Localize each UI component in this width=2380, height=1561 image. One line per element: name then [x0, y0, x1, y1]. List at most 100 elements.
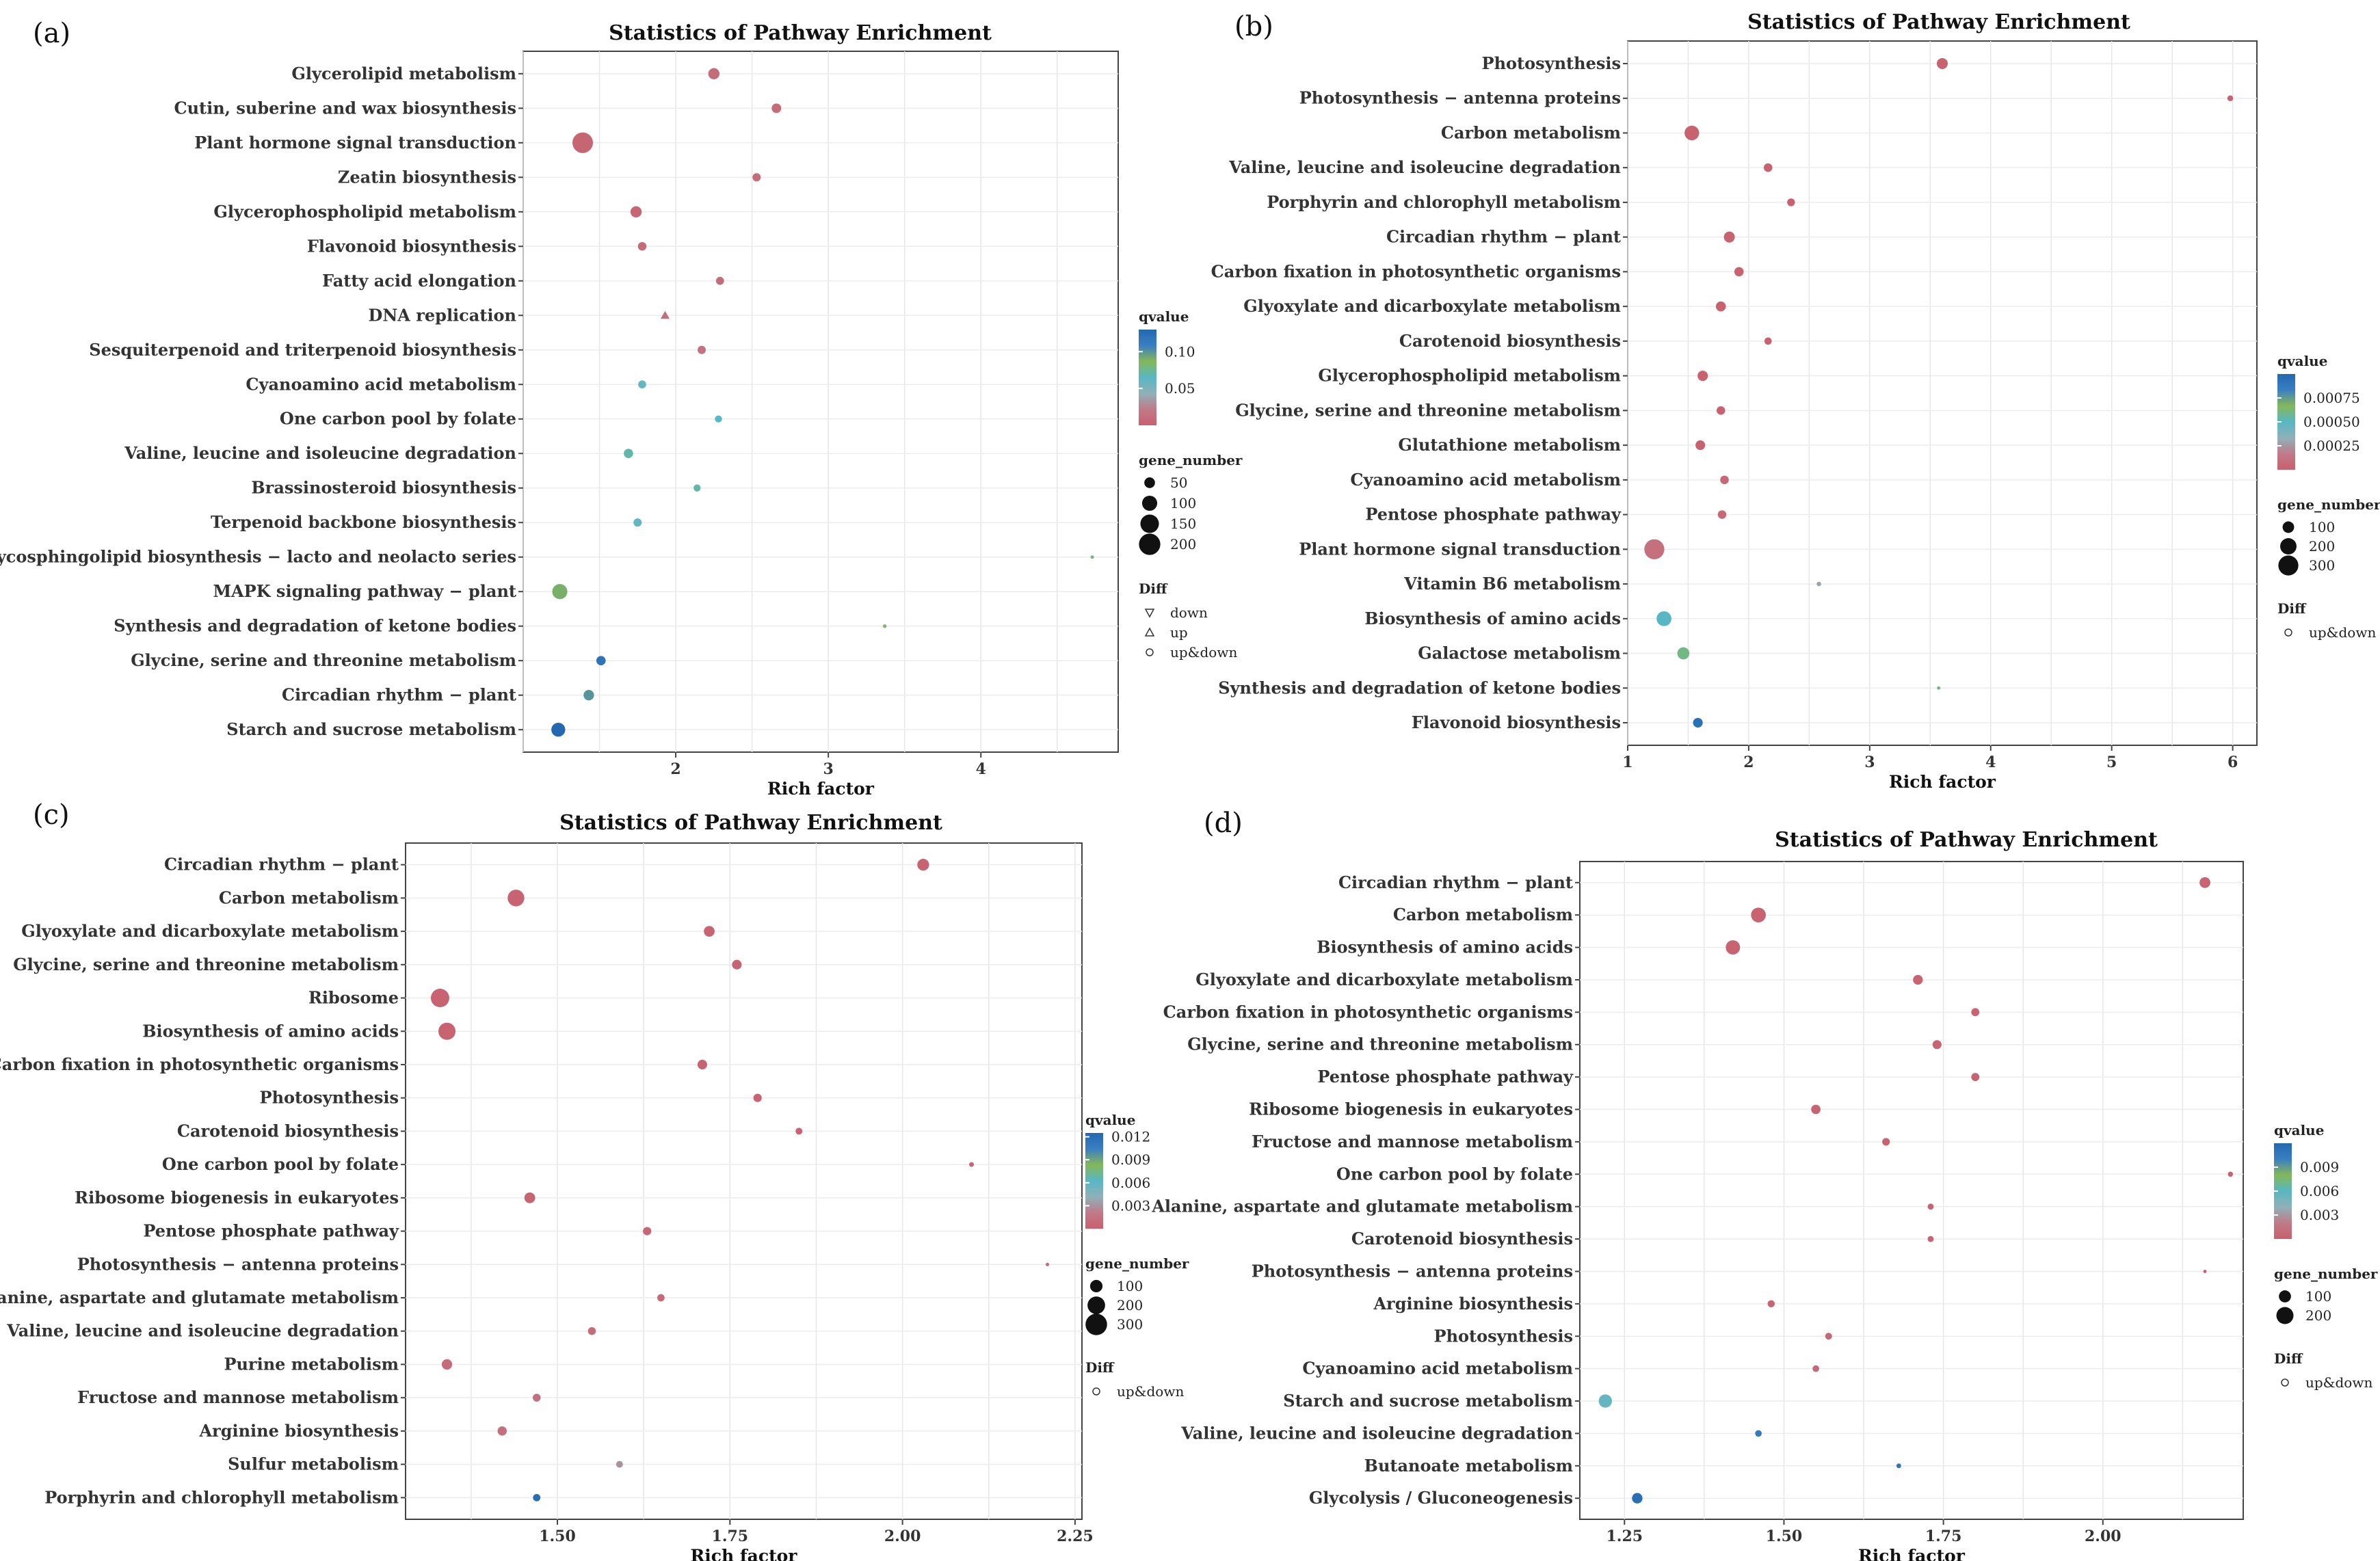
- size-key-label: 50: [1170, 475, 1187, 491]
- category-label: Purine metabolism: [224, 1354, 399, 1374]
- x-tick-label: 2.00: [2085, 1527, 2121, 1545]
- category-label: Biosynthesis of amino acids: [1364, 609, 1621, 628]
- legend-qvalue-title: qvalue: [1139, 308, 1189, 325]
- data-point: [596, 656, 606, 666]
- data-point: [1763, 163, 1773, 172]
- category-label: Circadian rhythm − plant: [282, 685, 516, 705]
- data-point: [1632, 1493, 1643, 1504]
- size-key-dot: [2279, 1290, 2291, 1303]
- category-label: One carbon pool by folate: [1336, 1164, 1573, 1184]
- category-label: Cyanoamino acid metabolism: [1302, 1359, 1573, 1378]
- category-label: Galactose metabolism: [1418, 643, 1621, 663]
- data-point: [969, 1162, 975, 1167]
- data-point: [1882, 1138, 1890, 1146]
- diff-key-label: up&down: [2305, 1374, 2372, 1391]
- x-tick-label: 1.25: [1606, 1527, 1643, 1545]
- diff-key-label: up&down: [1117, 1383, 1184, 1400]
- data-point: [1764, 337, 1772, 345]
- colorbar-tick-label: 0.003: [1111, 1197, 1150, 1214]
- colorbar-tick-label: 0.10: [1165, 343, 1195, 360]
- data-point: [1971, 1008, 1980, 1017]
- data-point: [1816, 581, 1821, 587]
- chart-title: Statistics of Pathway Enrichment: [559, 811, 942, 835]
- data-point: [657, 1294, 665, 1302]
- x-axis-title: Rich factor: [767, 779, 875, 799]
- category-label: Glyoxylate and dicarboxylate metabolism: [1243, 296, 1621, 316]
- category-label: Glycolysis / Gluconeogenesis: [1309, 1488, 1573, 1508]
- category-label: Photosynthesis − antenna proteins: [77, 1254, 399, 1274]
- category-label: Porphyrin and chlorophyll metabolism: [1267, 192, 1621, 212]
- data-point: [2199, 877, 2210, 888]
- x-tick-label: 5: [2106, 753, 2117, 771]
- data-point: [638, 380, 646, 389]
- panel-4: (d) Statistics of Pathway Enrichment 1.25 1…: [1151, 808, 2378, 1561]
- category-label: Ribosome: [308, 988, 399, 1008]
- diff-key-circle-icon: [2284, 628, 2292, 637]
- colorbar-tick-label: 0.05: [1165, 380, 1195, 397]
- legend-size-title: gene_number: [1139, 452, 1243, 468]
- diff-key-circle-icon: [1146, 648, 1154, 656]
- x-tick-label: 1.75: [712, 1527, 749, 1545]
- size-key-label: 100: [1117, 1278, 1143, 1294]
- x-tick-label: 1.50: [539, 1527, 576, 1545]
- panel-label: (a): [33, 18, 70, 49]
- data-point: [2227, 1171, 2234, 1177]
- category-label: Valine, leucine and isoleucine degradati…: [1228, 157, 1621, 177]
- size-key-label: 300: [2309, 557, 2335, 574]
- x-tick-label: 2: [1743, 753, 1754, 771]
- data-point: [1693, 717, 1703, 728]
- data-point: [587, 1326, 596, 1335]
- diff-key-circle-icon: [2281, 1378, 2289, 1387]
- category-label: Photosynthesis: [260, 1088, 399, 1108]
- x-tick-label: 2.00: [884, 1527, 921, 1545]
- data-point: [1723, 231, 1735, 243]
- data-point: [2203, 1269, 2207, 1273]
- data-point: [697, 345, 706, 354]
- category-label: Carbon fixation in photosynthetic organi…: [1211, 261, 1621, 281]
- x-tick-label: 4: [976, 760, 986, 778]
- size-key-label: 200: [2305, 1307, 2331, 1324]
- data-point: [708, 68, 720, 80]
- diff-key-label: up: [1170, 624, 1188, 641]
- x-axis-title: Rich factor: [1889, 772, 1996, 792]
- plot-area: [1579, 861, 2244, 1520]
- data-point: [1715, 301, 1726, 312]
- colorbar-tick-label: 0.006: [1111, 1175, 1150, 1191]
- colorbar-tick-label: 0.006: [2300, 1183, 2339, 1199]
- category-label: Glycerolipid metabolism: [291, 64, 516, 83]
- category-label: Vitamin B6 metabolism: [1403, 574, 1621, 593]
- legend-size-title: gene_number: [2277, 496, 2380, 513]
- category-label: Carotenoid biosynthesis: [177, 1121, 399, 1140]
- legend-diff-title: Diff: [1139, 581, 1168, 597]
- category-label: Biosynthesis of amino acids: [142, 1021, 399, 1041]
- data-point: [1913, 974, 1923, 985]
- category-label: One carbon pool by folate: [280, 409, 516, 429]
- legend-diff-title: Diff: [2274, 1350, 2303, 1367]
- category-label: Fatty acid elongation: [322, 271, 516, 291]
- data-point: [1927, 1236, 1934, 1242]
- colorbar-tick-label: 0.003: [2300, 1207, 2339, 1223]
- plot-area: [1627, 40, 2258, 746]
- data-point: [715, 276, 724, 285]
- data-point: [532, 1393, 541, 1402]
- diff-key-label: up&down: [2309, 624, 2376, 641]
- data-point: [1720, 475, 1729, 485]
- data-point: [1812, 1365, 1819, 1372]
- size-key-dot: [1141, 495, 1158, 511]
- size-key-dot: [2280, 538, 2297, 555]
- qvalue-colorbar: [1085, 1133, 1103, 1229]
- category-label: Photosynthesis − antenna proteins: [1299, 88, 1621, 108]
- data-point: [1734, 267, 1744, 277]
- data-point: [1598, 1394, 1612, 1408]
- plot-area: [405, 842, 1083, 1520]
- category-label: Alanine, aspartate and glutamate metabol…: [1151, 1197, 1573, 1216]
- panel-3: (c) Statistics of Pathway Enrichment 1.50 1…: [0, 799, 1189, 1561]
- data-point: [572, 132, 594, 153]
- diff-key-circle-icon: [1092, 1387, 1100, 1396]
- colorbar-tick-label: 0.00050: [2303, 414, 2360, 430]
- category-label: Flavonoid biosynthesis: [307, 236, 516, 256]
- data-point: [1695, 440, 1706, 451]
- qvalue-colorbar: [1139, 330, 1156, 425]
- category-label: Cyanoamino acid metabolism: [246, 374, 516, 394]
- data-point: [637, 242, 647, 251]
